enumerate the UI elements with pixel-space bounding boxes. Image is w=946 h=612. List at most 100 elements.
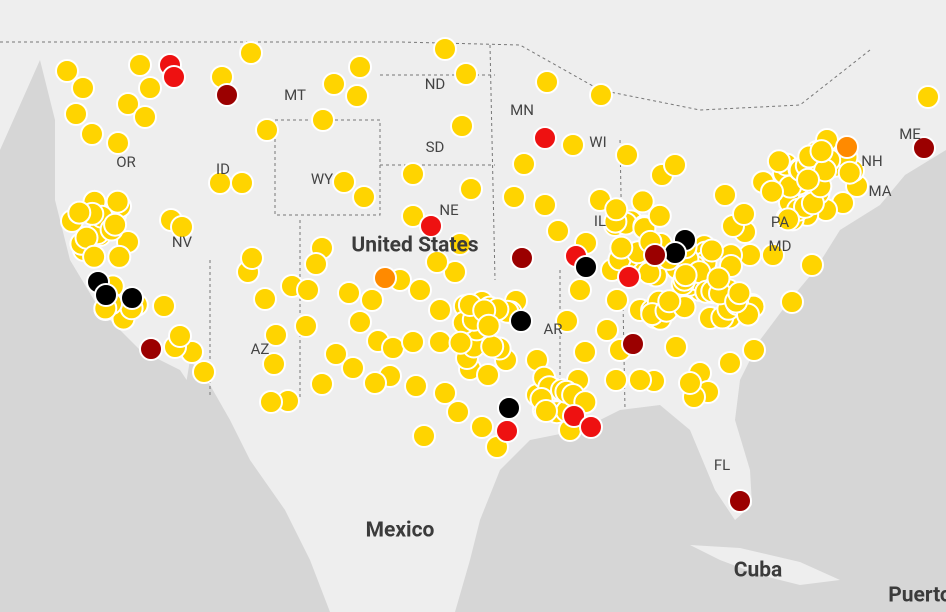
marker-yellow[interactable] [170, 215, 194, 239]
marker-yellow[interactable] [595, 318, 619, 342]
marker-yellow[interactable] [80, 122, 104, 146]
marker-yellow[interactable] [800, 253, 824, 277]
marker-yellow[interactable] [555, 309, 579, 333]
marker-yellow[interactable] [230, 171, 254, 195]
marker-yellow[interactable] [780, 290, 804, 314]
marker-yellow[interactable] [128, 53, 152, 77]
marker-yellow[interactable] [71, 76, 95, 100]
marker-yellow[interactable] [630, 189, 655, 214]
marker[interactable] [835, 135, 859, 159]
marker-yellow[interactable] [605, 288, 629, 312]
marker-yellow[interactable] [345, 84, 369, 108]
marker[interactable] [579, 415, 603, 439]
marker-yellow[interactable] [363, 371, 387, 395]
marker[interactable] [621, 332, 645, 356]
marker-yellow[interactable] [412, 424, 436, 448]
marker-yellow[interactable] [615, 143, 639, 167]
marker-yellow[interactable] [82, 244, 107, 269]
marker-yellow[interactable] [401, 162, 425, 186]
marker-yellow[interactable] [718, 351, 742, 375]
marker[interactable] [497, 396, 521, 420]
marker[interactable] [120, 286, 144, 310]
marker-yellow[interactable] [322, 72, 346, 96]
marker-yellow[interactable] [428, 298, 452, 322]
marker-yellow[interactable] [664, 335, 688, 359]
marker-yellow[interactable] [433, 381, 457, 405]
marker-yellow[interactable] [105, 189, 130, 214]
marker-yellow[interactable] [294, 314, 318, 338]
marker-yellow[interactable] [589, 83, 613, 107]
marker[interactable] [562, 404, 586, 428]
marker-yellow[interactable] [699, 238, 724, 263]
marker[interactable] [728, 489, 752, 513]
marker-yellow[interactable] [534, 399, 558, 423]
marker[interactable] [373, 266, 397, 290]
marker-yellow[interactable] [647, 203, 672, 228]
marker-yellow[interactable] [546, 219, 570, 243]
marker-yellow[interactable] [448, 232, 472, 256]
marker[interactable] [94, 283, 118, 307]
marker-yellow[interactable] [168, 324, 192, 348]
marker-yellow[interactable] [192, 360, 216, 384]
marker-yellow[interactable] [324, 342, 348, 366]
marker-yellow[interactable] [609, 235, 634, 260]
marker-yellow[interactable] [760, 179, 784, 204]
marker-yellow[interactable] [732, 202, 756, 226]
marker[interactable] [663, 241, 687, 265]
marker-yellow[interactable] [264, 323, 288, 347]
marker-yellow[interactable] [476, 313, 501, 338]
marker-yellow[interactable] [512, 152, 536, 176]
marker-yellow[interactable] [433, 37, 457, 61]
marker-yellow[interactable] [663, 153, 687, 177]
marker-yellow[interactable] [240, 246, 264, 270]
marker-yellow[interactable] [673, 263, 698, 288]
marker-yellow[interactable] [408, 278, 432, 302]
marker-yellow[interactable] [446, 400, 470, 424]
marker-yellow[interactable] [106, 131, 130, 155]
marker-yellow[interactable] [116, 92, 140, 116]
marker-yellow[interactable] [401, 330, 425, 354]
marker-yellow[interactable] [916, 85, 940, 109]
marker-yellow[interactable] [502, 185, 526, 209]
marker-yellow[interactable] [253, 287, 277, 311]
marker[interactable] [643, 243, 667, 267]
marker-yellow[interactable] [152, 294, 176, 318]
marker-yellow[interactable] [561, 133, 585, 157]
marker[interactable] [495, 419, 519, 443]
marker-yellow[interactable] [262, 352, 286, 376]
marker-yellow[interactable] [443, 260, 467, 284]
marker-yellow[interactable] [459, 177, 483, 201]
marker-yellow[interactable] [706, 266, 731, 291]
marker-yellow[interactable] [337, 281, 361, 305]
marker-yellow[interactable] [304, 252, 328, 276]
marker-yellow[interactable] [428, 330, 452, 354]
marker-yellow[interactable] [796, 167, 820, 192]
marker-yellow[interactable] [133, 105, 157, 129]
marker[interactable] [419, 214, 443, 238]
marker-yellow[interactable] [535, 70, 559, 94]
marker-yellow[interactable] [239, 41, 263, 65]
marker-yellow[interactable] [837, 160, 862, 185]
marker-yellow[interactable] [425, 250, 449, 274]
marker-yellow[interactable] [404, 374, 428, 398]
marker-yellow[interactable] [138, 76, 162, 100]
marker-yellow[interactable] [476, 363, 500, 387]
marker-yellow[interactable] [450, 114, 474, 138]
marker[interactable] [510, 246, 534, 270]
marker-yellow[interactable] [480, 334, 505, 359]
marker-yellow[interactable] [742, 338, 766, 362]
marker-yellow[interactable] [310, 372, 334, 396]
marker-yellow[interactable] [64, 102, 88, 126]
marker-yellow[interactable] [255, 118, 279, 142]
marker[interactable] [162, 65, 186, 89]
marker-yellow[interactable] [360, 288, 384, 312]
marker-yellow[interactable] [259, 390, 283, 414]
marker[interactable] [912, 136, 936, 160]
marker[interactable] [574, 255, 598, 279]
marker-yellow[interactable] [311, 108, 335, 132]
marker-yellow[interactable] [352, 185, 376, 209]
marker-yellow[interactable] [533, 193, 557, 217]
marker[interactable] [215, 83, 239, 107]
marker-yellow[interactable] [401, 204, 425, 228]
marker[interactable] [617, 265, 641, 289]
